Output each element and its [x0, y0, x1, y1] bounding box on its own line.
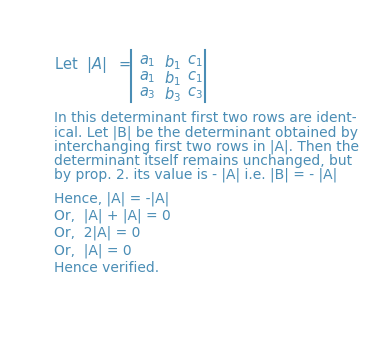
Text: $c_1$: $c_1$ — [187, 53, 203, 69]
Text: interchanging first two rows in |A|. Then the: interchanging first two rows in |A|. The… — [54, 139, 359, 154]
Text: $a_1$: $a_1$ — [139, 69, 155, 85]
Text: $a_3$: $a_3$ — [139, 86, 155, 101]
Text: Or,  |A| + |A| = 0: Or, |A| + |A| = 0 — [54, 208, 171, 223]
Text: $b_1$: $b_1$ — [164, 69, 180, 88]
Text: Hence verified.: Hence verified. — [54, 260, 159, 275]
Text: determinant itself remains unchanged, but: determinant itself remains unchanged, bu… — [54, 153, 352, 168]
Text: ical. Let |B| be the determinant obtained by: ical. Let |B| be the determinant obtaine… — [54, 125, 358, 139]
Text: $c_3$: $c_3$ — [187, 86, 203, 101]
Text: $a_1$: $a_1$ — [139, 53, 155, 69]
Text: In this determinant first two rows are ident-: In this determinant first two rows are i… — [54, 111, 356, 125]
Text: $b_1$: $b_1$ — [164, 53, 180, 72]
Text: by prop. 2. its value is - |A| i.e. |B| = - |A|: by prop. 2. its value is - |A| i.e. |B| … — [54, 168, 337, 182]
Text: Or,  2|A| = 0: Or, 2|A| = 0 — [54, 226, 140, 240]
Text: $c_1$: $c_1$ — [187, 69, 203, 85]
Text: Hence, |A| = -|A|: Hence, |A| = -|A| — [54, 191, 169, 206]
Text: Let  $|A|$  $=$: Let $|A|$ $=$ — [54, 55, 130, 75]
Text: Or,  |A| = 0: Or, |A| = 0 — [54, 243, 131, 258]
Text: $b_3$: $b_3$ — [164, 86, 180, 104]
